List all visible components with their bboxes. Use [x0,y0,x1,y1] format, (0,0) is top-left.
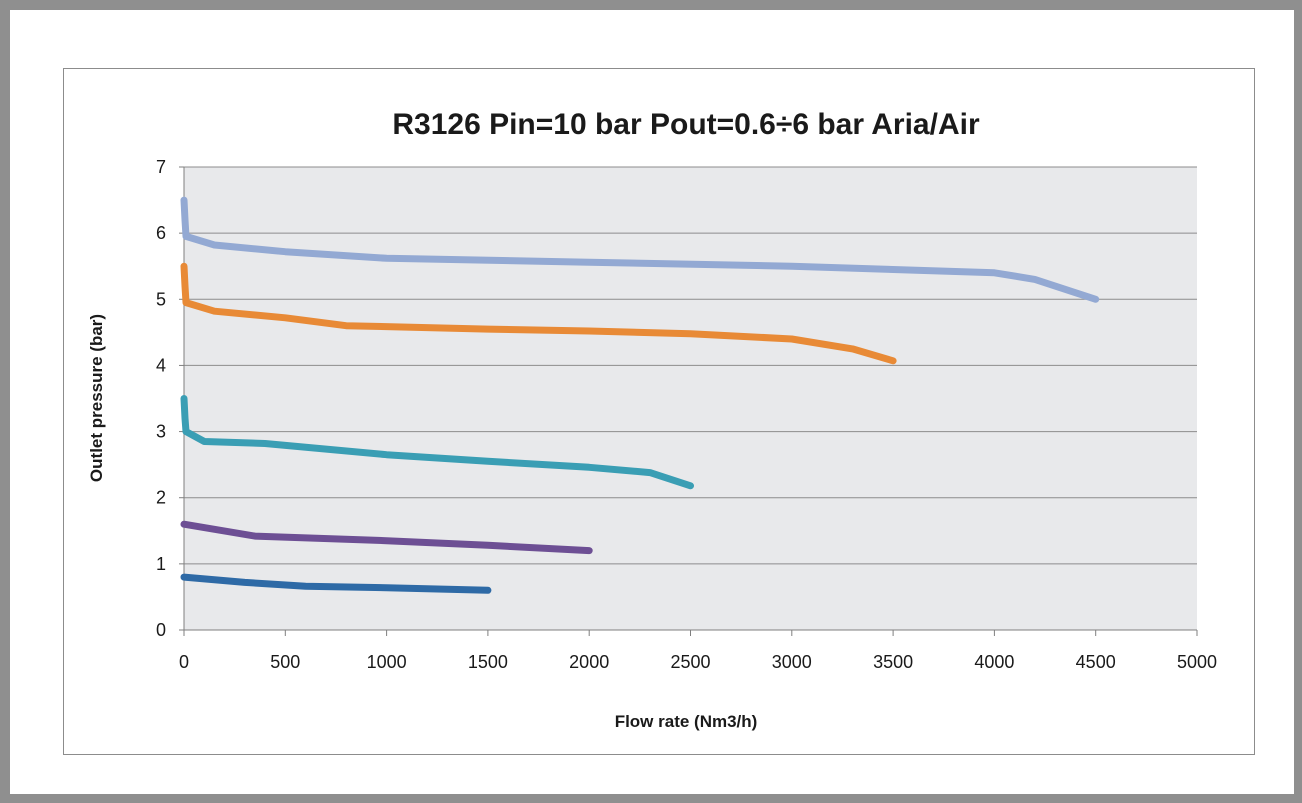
x-axis-label: Flow rate (Nm3/h) [615,712,758,731]
series-line-1 [180,573,492,594]
x-tick-label-1000: 1000 [367,652,407,672]
x-tick-label-3500: 3500 [873,652,913,672]
x-tick-label-0: 0 [179,652,189,672]
tick-labels: 0 500 1000 1500 2000 2500 3000 3500 4000 4500 5000… [156,157,1217,672]
x-tick-label-2500: 2500 [670,652,710,672]
x-tick-label-5000: 5000 [1177,652,1217,672]
plot-area [184,167,1197,630]
y-tick-label-3: 3 [156,422,166,442]
y-tick-label-5: 5 [156,289,166,309]
y-tick-label-6: 6 [156,223,166,243]
series-line-3 [180,395,694,490]
series-line-4 [180,262,897,365]
x-tick-label-4500: 4500 [1076,652,1116,672]
x-tick-label-2000: 2000 [569,652,609,672]
line-chart: R3126 Pin=10 bar Pout=0.6÷6 bar Aria/Air… [87,108,1217,731]
chart-frame: R3126 Pin=10 bar Pout=0.6÷6 bar Aria/Air… [63,68,1255,755]
chart-title: R3126 Pin=10 bar Pout=0.6÷6 bar Aria/Air [392,108,980,141]
page: R3126 Pin=10 bar Pout=0.6÷6 bar Aria/Air… [10,10,1294,794]
y-tick-label-7: 7 [156,157,166,177]
x-tick-label-500: 500 [270,652,300,672]
y-tick-label-0: 0 [156,620,166,640]
x-tick-label-1500: 1500 [468,652,508,672]
y-tick-label-4: 4 [156,355,166,375]
y-axis-label: Outlet pressure (bar) [87,314,106,482]
y-tick-label-1: 1 [156,554,166,574]
series-line-5 [180,196,1100,303]
series-line-2 [180,520,593,555]
y-tick-label-2: 2 [156,488,166,508]
x-tick-label-3000: 3000 [772,652,812,672]
gridlines [179,166,1198,636]
x-tick-label-4000: 4000 [974,652,1014,672]
series-group [180,196,1100,594]
